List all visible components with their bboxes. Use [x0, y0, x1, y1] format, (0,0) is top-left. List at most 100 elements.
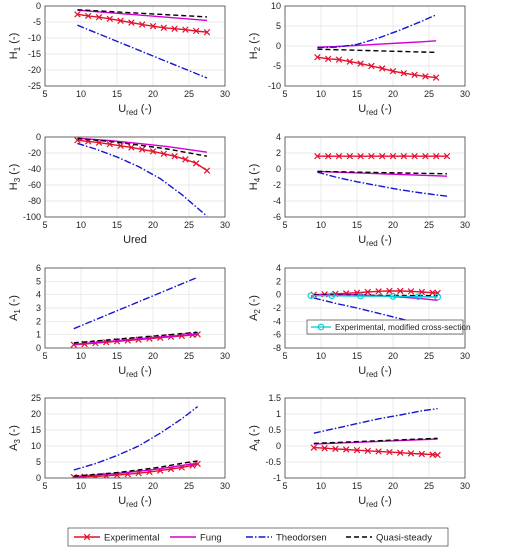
- x-tick-label: 20: [148, 89, 158, 99]
- y-axis-label: A3 (-): [8, 425, 22, 451]
- legend-label-quasi-steady: Quasi-steady: [376, 533, 432, 544]
- series-line-fung: [73, 333, 198, 345]
- data-point-experimental: [117, 17, 124, 24]
- data-point-modified-cross-section: [434, 293, 441, 301]
- y-tick-label: -15: [28, 49, 41, 59]
- y-axis-label: H2 (-): [248, 33, 262, 59]
- data-point-experimental: [74, 11, 81, 18]
- y-tick-label: 0: [276, 441, 281, 451]
- y-tick-label: -5: [273, 61, 281, 71]
- data-point-modified-cross-section: [328, 292, 336, 300]
- data-point-experimental: [434, 451, 441, 459]
- data-point-experimental: [429, 451, 436, 458]
- y-tick-label: 5: [36, 457, 41, 467]
- x-tick-label: 30: [220, 351, 230, 361]
- x-tick-label: 5: [42, 351, 47, 361]
- data-point-experimental: [400, 69, 408, 77]
- data-point-experimental: [171, 152, 178, 160]
- y-tick-label: -4: [273, 196, 281, 206]
- data-point-experimental: [332, 445, 339, 453]
- data-point-experimental: [192, 160, 200, 167]
- data-point-experimental: [138, 146, 146, 153]
- y-tick-label: 4: [276, 263, 281, 273]
- x-axis-label: Ured (-): [358, 234, 392, 248]
- data-point-experimental: [117, 142, 124, 150]
- chart-panel-1: 5 10 15 20 25 30 0 -5 -10 -15 -20 -25 Ured (-) H1 (-): [8, 1, 230, 117]
- y-tick-label: -0.5: [265, 457, 281, 467]
- chart-panel-2: 5 10 15 20 25 30 10 5 0 -5 -10 Ured (-) H2 (-): [248, 1, 470, 117]
- series-group: [314, 14, 440, 81]
- data-point-experimental: [149, 22, 157, 30]
- legend: Experimental Fung Theodorsen Quasi-steady: [67, 527, 449, 547]
- legend-marker-experimental: [83, 533, 91, 541]
- data-point-experimental: [429, 289, 436, 296]
- series-line-fung: [77, 9, 208, 22]
- y-tick-label: 4: [276, 132, 281, 142]
- plot-frame: [44, 397, 226, 479]
- x-tick-label: 10: [76, 220, 86, 230]
- x-tick-label: 10: [316, 220, 326, 230]
- data-point-experimental: [407, 288, 415, 295]
- x-axis-label: Ured (-): [358, 365, 392, 379]
- plot-frame: [44, 5, 226, 87]
- x-tick-label: 25: [424, 220, 434, 230]
- x-tick-label: 20: [388, 220, 398, 230]
- series-line-theodorsen: [73, 276, 198, 330]
- data-point-experimental: [84, 12, 92, 20]
- plot-frame: [284, 267, 466, 349]
- series-line-theodorsen: [313, 407, 438, 434]
- series-line-theodorsen: [317, 171, 448, 197]
- y-axis-label: A4 (-): [248, 425, 262, 451]
- y-tick-label: 4: [36, 290, 41, 300]
- data-point-experimental: [149, 148, 157, 155]
- data-point-experimental: [368, 62, 375, 70]
- series-line-quasi-steady: [77, 137, 208, 157]
- y-tick-label: -20: [28, 148, 41, 158]
- data-point-experimental: [422, 73, 429, 80]
- legend-label-theodorsen: Theodorsen: [276, 533, 327, 544]
- series-line-quasi-steady: [77, 9, 208, 18]
- x-tick-label: 25: [184, 481, 194, 491]
- y-tick-label: -1: [273, 473, 281, 483]
- y-tick-label: 15: [31, 425, 41, 435]
- data-point-experimental: [160, 24, 168, 31]
- y-tick-label: 25: [31, 393, 41, 403]
- y-tick-label: -2: [273, 180, 281, 190]
- x-tick-label: 25: [184, 351, 194, 361]
- x-tick-label: 30: [460, 89, 470, 99]
- x-tick-label: 5: [282, 481, 287, 491]
- data-point-experimental: [335, 56, 343, 63]
- data-point-experimental: [346, 152, 354, 160]
- y-tick-label: 2: [276, 148, 281, 158]
- y-tick-label: 10: [31, 441, 41, 451]
- data-point-experimental: [364, 288, 372, 296]
- data-point-experimental: [203, 167, 211, 174]
- data-point-experimental: [411, 71, 418, 79]
- plot-frame: [44, 267, 226, 349]
- y-tick-label: -40: [28, 164, 41, 174]
- data-point-experimental: [324, 152, 332, 160]
- data-point-experimental: [346, 58, 354, 65]
- x-tick-label: 15: [112, 351, 122, 361]
- x-tick-label: 20: [388, 481, 398, 491]
- x-tick-label: 25: [424, 351, 434, 361]
- x-tick-label: 20: [148, 351, 158, 361]
- y-tick-label: 6: [36, 263, 41, 273]
- series-line-experimental: [317, 56, 437, 79]
- data-point-modified-cross-section: [307, 292, 315, 300]
- y-axis-label: H1 (-): [8, 33, 22, 59]
- data-point-experimental: [138, 21, 146, 28]
- y-tick-label: 1.5: [268, 393, 281, 403]
- data-point-experimental: [400, 152, 408, 160]
- y-tick-label: 5: [36, 276, 41, 286]
- x-tick-label: 15: [352, 481, 362, 491]
- data-point-experimental: [128, 19, 135, 26]
- chart-panel-8: 5 10 15 20 25 30 1.5 1 0.5 0 -0.5 -1 Ured (-) A4 (-): [248, 393, 470, 509]
- series-line-experimental: [77, 13, 208, 33]
- data-point-modified-cross-section: [357, 292, 364, 300]
- x-tick-label: 5: [282, 89, 287, 99]
- legend-box: [67, 527, 449, 547]
